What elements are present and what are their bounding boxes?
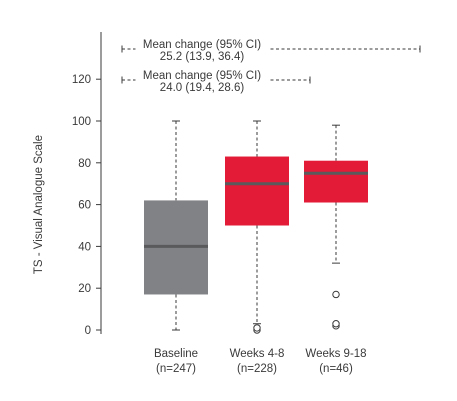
annotation-line1: Mean change (95% CI) (143, 70, 261, 82)
y-axis-title: TS - Visual Analogue Scale (33, 135, 45, 274)
y-tick-label: 0 (85, 325, 91, 337)
box-baseline (144, 120, 208, 331)
category-label: Weeks 9-18 (305, 348, 366, 360)
y-tick-label: 120 (72, 74, 91, 86)
category-n-label: (n=247) (156, 363, 196, 375)
box-weeks-9-18 (304, 124, 368, 330)
category-n-label: (n=228) (237, 363, 277, 375)
box-iqr (225, 156, 289, 226)
annotation-text-bg (135, 37, 269, 50)
category-n-label: (n=46) (319, 363, 353, 375)
outlier-point (332, 290, 340, 299)
boxes (144, 120, 368, 334)
annotations: Mean change (95% CI)24.0 (19.4, 28.6)Mea… (121, 37, 421, 94)
box-weeks-4-8 (225, 120, 289, 334)
y-tick-label: 100 (72, 116, 91, 128)
annotation-line1: Mean change (95% CI) (143, 39, 261, 51)
box-iqr (304, 160, 368, 203)
y-tick-label: 20 (78, 283, 91, 295)
category-label: Weeks 4-8 (230, 348, 285, 360)
outlier-point (253, 324, 261, 332)
outlier-point (332, 320, 340, 328)
category-label: Baseline (154, 348, 198, 360)
annotation-line2: 25.2 (13.9, 36.4) (160, 51, 245, 63)
y-ticks: 0 20 40 60 80 100 120 (72, 74, 101, 337)
category-labels: Baseline (n=247) Weeks 4-8 (n=228) Weeks 9-1… (154, 348, 367, 375)
annotation-line2: 24.0 (19.4, 28.6) (160, 82, 245, 94)
y-tick-label: 40 (78, 241, 91, 253)
y-tick-label: 60 (78, 200, 91, 212)
annotation-text-bg (135, 68, 269, 81)
y-tick-label: 80 (78, 158, 91, 170)
